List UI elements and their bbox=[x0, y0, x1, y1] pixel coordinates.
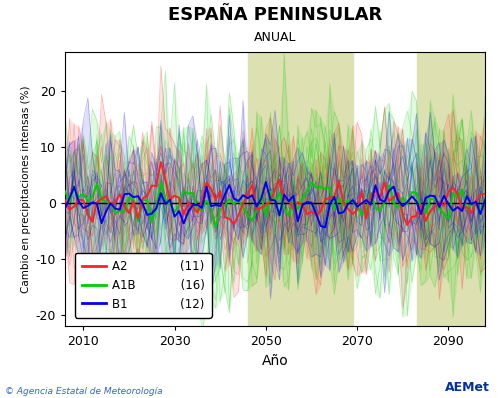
X-axis label: Año: Año bbox=[262, 354, 288, 368]
Bar bbox=[416, 52, 485, 326]
Text: ANUAL: ANUAL bbox=[254, 31, 296, 43]
Legend: A2              (11), A1B            (16), B1              (12): A2 (11), A1B (16), B1 (12) bbox=[75, 253, 212, 318]
Text: © Agencia Estatal de Meteorología: © Agencia Estatal de Meteorología bbox=[5, 387, 162, 396]
Bar bbox=[248, 52, 352, 326]
Text: AEMet: AEMet bbox=[445, 381, 490, 394]
Text: ESPAÑA PENINSULAR: ESPAÑA PENINSULAR bbox=[168, 6, 382, 24]
Y-axis label: Cambio en precipitaciones intensas (%): Cambio en precipitaciones intensas (%) bbox=[22, 85, 32, 293]
